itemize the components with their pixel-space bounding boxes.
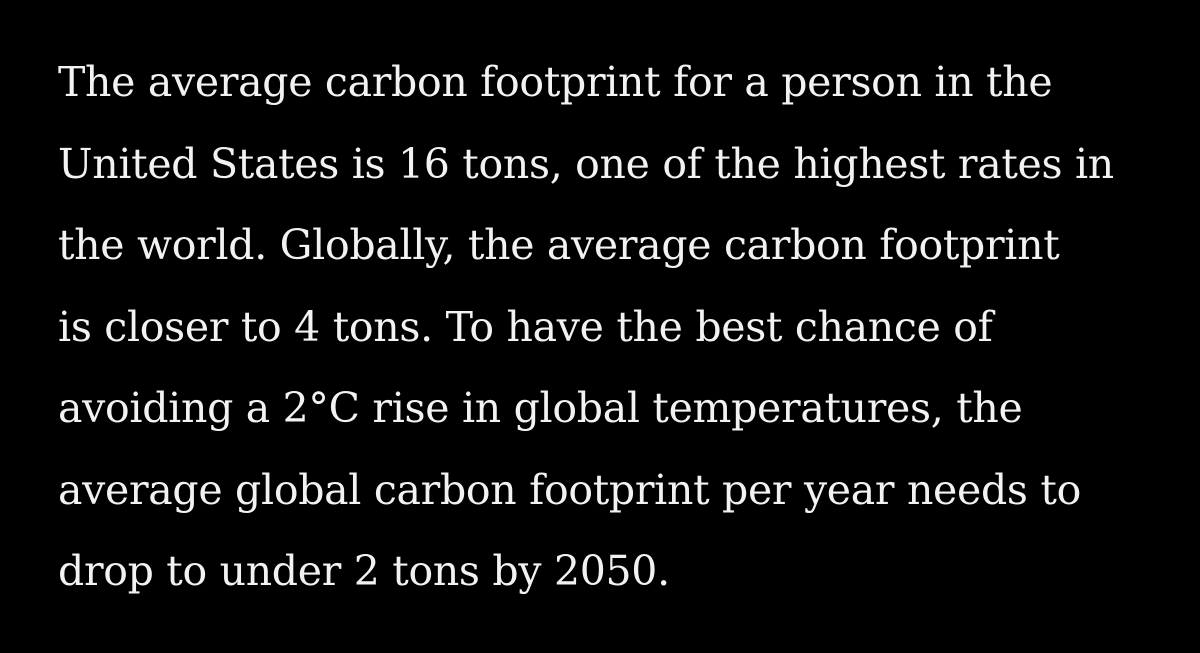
paragraph-line: average global carbon footprint per year… xyxy=(58,465,1081,514)
paragraph-line: drop to under 2 tons by 2050. xyxy=(58,547,670,595)
paragraph-line: avoiding a 2°C rise in global temperatur… xyxy=(58,384,1023,432)
paragraph-line: The average carbon footprint for a perso… xyxy=(58,58,1053,106)
text-paragraph: The average carbon footprint for a perso… xyxy=(58,42,1178,613)
paragraph-line: the world. Globally, the average carbon … xyxy=(58,221,1060,269)
paragraph-line: United States is 16 tons, one of the hig… xyxy=(58,139,1114,188)
paragraph-line: is closer to 4 tons. To have the best ch… xyxy=(58,302,993,351)
